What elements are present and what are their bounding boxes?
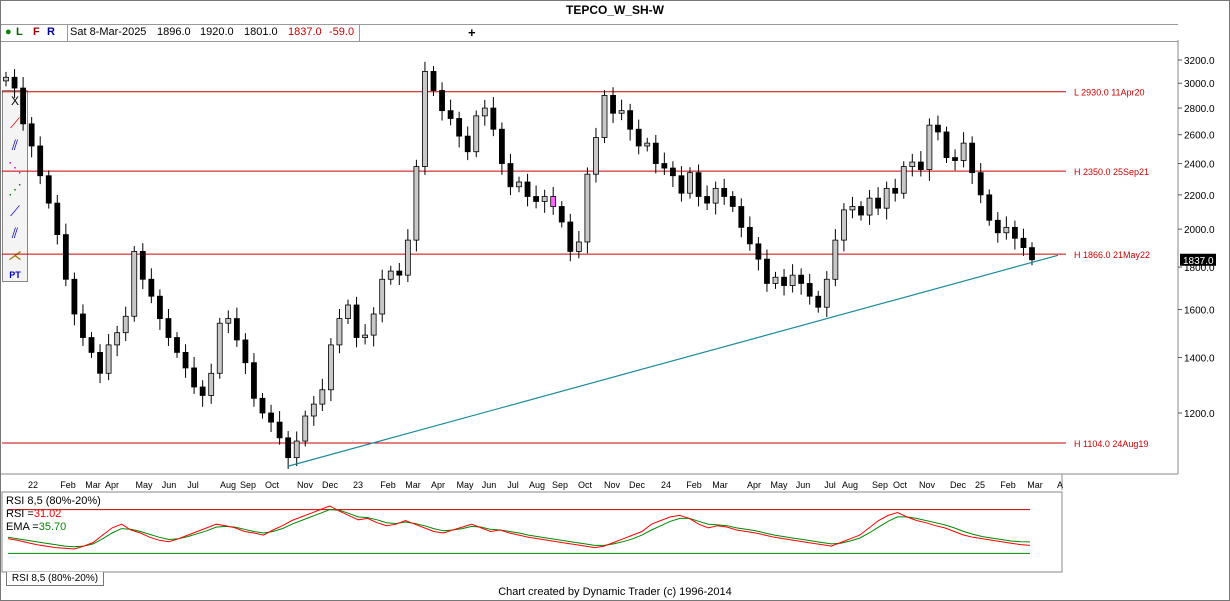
rsi-title: RSI 8,5 (80%-20%) [6,495,101,507]
pt-icon: PT [9,270,21,280]
rsi-tab[interactable]: RSI 8,5 (80%-20%) [6,572,104,586]
l-button[interactable]: L [16,26,23,38]
retracement-2-icon: ⫽ [11,225,19,241]
bar-low: 1801.0 [244,26,278,38]
f-button[interactable]: F [33,26,40,38]
gann-fan-icon: ⋌ [8,247,22,263]
rsi-value: 31.02 [33,508,62,520]
b-ratio-icon: ⋰ [8,181,22,197]
r-tool-button[interactable]: ⟋ [5,201,25,221]
status-dot-icon: ● [5,26,12,38]
parallel-tool-button[interactable]: ⫽ [5,135,25,155]
close-icon: X [10,94,19,108]
parallel-lines-icon: ⫽ [11,137,19,153]
rsi-label: RSI = [6,508,34,520]
ema-value: 35.70 [38,521,67,533]
bar-change: -59.0 [329,26,355,38]
bar-high: 1920.0 [200,26,234,38]
add-symbol-button[interactable]: + [468,25,476,40]
ema-label: EMA = [6,521,39,533]
trend-tool-button[interactable]: ⟋ [5,113,25,133]
r2-tool-button[interactable]: ⫽ [5,223,25,243]
footer-credit: Chart created by Dynamic Trader (c) 1996… [498,586,732,598]
rsi-legend: RSI 8,5 (80%-20%) RSI =31.02 EMA =35.70 [6,495,101,534]
close-toolbar-button[interactable]: X [5,91,25,111]
drawing-toolbar: X ⟋ ⫽ ⋱ ⋰ ⟋ ⫽ ⋌ PT [2,90,28,282]
bar-close: 1837.0 [288,26,322,38]
g-tool-button[interactable]: ⋌ [5,245,25,265]
bar-open: 1896.0 [157,26,191,38]
info-bar: ● L F R Sat 8-Mar-2025 1896.0 1920.0 180… [1,24,1178,42]
b-tool-button[interactable]: ⋰ [5,179,25,199]
retracement-icon: ⟋ [10,203,20,219]
bar-date: Sat 8-Mar-2025 [70,26,147,38]
alt-tool-button[interactable]: ⋱ [5,157,25,177]
pt-tool-button[interactable]: PT [5,265,25,285]
r-button[interactable]: R [47,26,55,38]
trendline-icon: ⟋ [10,115,20,131]
chart-title: TEPCO_W_SH-W [565,3,664,17]
alt-ratio-icon: ⋱ [8,159,22,175]
